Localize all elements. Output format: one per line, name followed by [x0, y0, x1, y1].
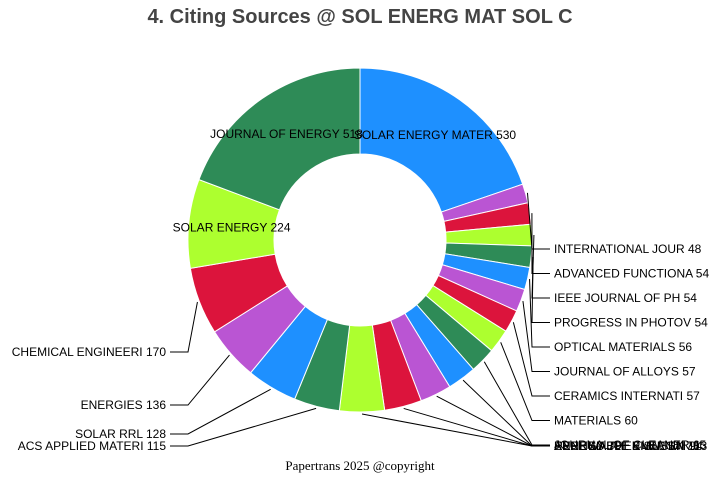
chart-title: 4. Citing Sources @ SOL ENERG MAT SOL C: [147, 6, 573, 28]
slice-label-journal-of-energy: JOURNAL OF ENERGY 518: [210, 127, 363, 141]
slice-label-advanced-functiona: ADVANCED FUNCTIONA 54: [554, 267, 709, 281]
leader-line-solar-rrl: [170, 388, 271, 435]
leader-line-applied-thermal-en: [361, 413, 550, 447]
slice-label-solar-rrl: SOLAR RRL 128: [75, 427, 166, 441]
slice-label-journal-of-alloys: JOURNAL OF ALLOYS 57: [554, 365, 696, 379]
leader-line-optical-materials: [529, 279, 550, 348]
slice-label-progress-in-photov: PROGRESS IN PHOTOV 54: [554, 316, 708, 330]
copyright-footer: Papertrans 2025 @copyright: [285, 458, 435, 473]
leader-line-advanced-functiona: [531, 213, 550, 274]
leader-line-renewable-energy: [462, 379, 550, 447]
slice-solar-energy-mater: [359, 67, 524, 213]
slices: [187, 67, 533, 413]
slice-label-energy: ENERGY 79: [554, 439, 621, 453]
leader-line-energies: [170, 354, 230, 406]
leader-line-acs-applied-materi: [170, 407, 317, 447]
slice-labels: SOLAR ENERGY MATER 530 SOLAR ENERGY 224 JO…: [12, 127, 710, 453]
leader-line-chemical-engineeri: [170, 301, 198, 353]
slice-label-international-jour: INTERNATIONAL JOUR 48: [554, 242, 702, 256]
slice-label-chemical-engineeri: CHEMICAL ENGINEERI 170: [12, 345, 167, 359]
slice-label-optical-materials: OPTICAL MATERIALS 56: [554, 340, 692, 354]
slice-label-solar-energy: SOLAR ENERGY 224: [173, 221, 291, 235]
slice-label-materials: MATERIALS 60: [554, 414, 638, 428]
slice-label-ceramics-internati: CERAMICS INTERNATI 57: [554, 389, 700, 403]
slice-label-ieee-journal-of-ph: IEEE JOURNAL OF PH 54: [554, 291, 697, 305]
slice-label-renewable-sustai: RENEWABLE & SUSTAI 94: [554, 439, 703, 453]
slice-label-solar-energy-mater: SOLAR ENERGY MATER 530: [354, 128, 517, 142]
leader-line-journal-of-alloys: [522, 301, 550, 372]
slice-label-renewable-energy: RENEWABLE ENERGY 73: [554, 439, 700, 453]
slice-journal-of-energy: [198, 67, 361, 211]
leader-line-renewable-sustai: [403, 407, 550, 447]
leader-line-materials: [500, 342, 550, 421]
slice-label-acs-applied-materi: ACS APPLIED MATERI 115: [18, 439, 167, 453]
leader-line-progress-in-photov: [531, 256, 550, 323]
leader-line-ieee-journal-of-ph: [531, 234, 550, 299]
leader-line-journal-of-cleaner: [483, 361, 550, 446]
leader-line-ceramics-internati: [512, 322, 550, 397]
slice-label-applied-thermal-en: APPLIED THERMAL EN 113: [554, 439, 707, 453]
slice-label-energies: ENERGIES 136: [81, 398, 167, 412]
slice-label-journal-of-cleaner: JOURNAL OF CLEANER 65: [554, 438, 707, 452]
